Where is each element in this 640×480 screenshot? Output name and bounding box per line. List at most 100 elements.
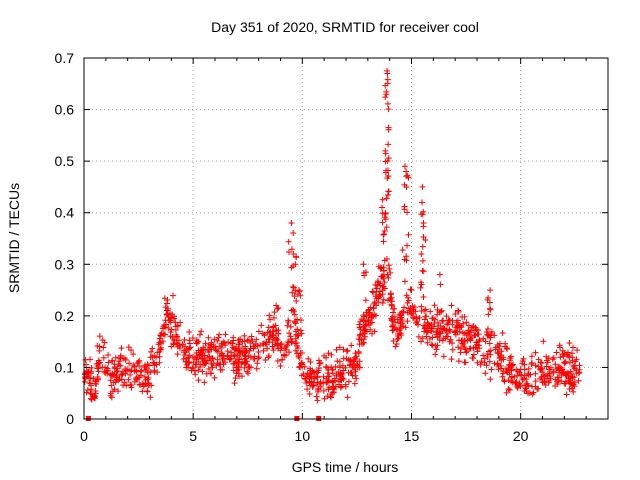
data-point bbox=[544, 359, 551, 366]
data-point bbox=[241, 349, 248, 356]
data-point bbox=[390, 326, 397, 333]
data-point bbox=[418, 338, 425, 345]
data-point bbox=[108, 382, 115, 389]
data-point bbox=[200, 344, 207, 351]
data-point bbox=[81, 378, 88, 385]
data-point bbox=[483, 329, 490, 336]
data-point bbox=[390, 338, 397, 345]
data-point bbox=[384, 192, 391, 199]
data-point bbox=[258, 322, 265, 329]
data-point bbox=[305, 355, 312, 362]
ticks: 0 5 10 15 20 0 0.1 0.2 0.3 0.4 0.5 0.6 0.7 bbox=[55, 50, 608, 444]
data-point bbox=[196, 364, 203, 371]
data-point bbox=[274, 305, 281, 312]
y-tick-label: 0.1 bbox=[55, 359, 75, 375]
data-point bbox=[131, 363, 138, 370]
data-point bbox=[336, 358, 343, 365]
data-point bbox=[247, 354, 254, 361]
data-point bbox=[138, 367, 145, 374]
data-point bbox=[336, 373, 343, 380]
data-point bbox=[94, 342, 101, 349]
data-point bbox=[405, 231, 412, 238]
data-point bbox=[194, 338, 201, 345]
data-point bbox=[139, 388, 146, 395]
data-point bbox=[443, 330, 450, 337]
data-point bbox=[498, 365, 505, 372]
data-point bbox=[563, 371, 570, 378]
data-point bbox=[353, 375, 360, 382]
data-point bbox=[532, 362, 539, 369]
data-point bbox=[404, 209, 411, 216]
data-point bbox=[84, 369, 91, 376]
data-point bbox=[102, 364, 109, 371]
data-point bbox=[404, 309, 411, 316]
data-point bbox=[485, 294, 492, 301]
data-point bbox=[382, 94, 389, 101]
data-point bbox=[532, 378, 539, 385]
data-point bbox=[186, 329, 193, 336]
data-point bbox=[199, 346, 206, 353]
data-point bbox=[230, 367, 237, 374]
data-point bbox=[476, 336, 483, 343]
data-point bbox=[424, 325, 431, 332]
data-point bbox=[563, 351, 570, 358]
data-point bbox=[417, 279, 424, 286]
data-point bbox=[415, 333, 422, 340]
data-point bbox=[382, 150, 389, 157]
data-point bbox=[419, 257, 426, 264]
data-point bbox=[130, 351, 137, 358]
data-point bbox=[320, 387, 327, 394]
data-point bbox=[434, 319, 441, 326]
data-point bbox=[571, 362, 578, 369]
data-point bbox=[394, 331, 401, 338]
data-point bbox=[474, 348, 481, 355]
data-point bbox=[486, 358, 493, 365]
data-point bbox=[254, 360, 261, 367]
data-point bbox=[487, 376, 494, 383]
data-point bbox=[403, 253, 410, 260]
data-point bbox=[205, 366, 212, 373]
data-point bbox=[494, 349, 501, 356]
data-point bbox=[438, 308, 445, 315]
data-point bbox=[261, 331, 268, 338]
data-point bbox=[113, 373, 120, 380]
data-point bbox=[506, 357, 513, 364]
data-point bbox=[289, 289, 296, 296]
data-point bbox=[298, 330, 305, 337]
data-point bbox=[293, 298, 300, 305]
data-point bbox=[141, 373, 148, 380]
data-point bbox=[515, 382, 522, 389]
data-point bbox=[528, 359, 535, 366]
data-point bbox=[357, 331, 364, 338]
data-point bbox=[465, 322, 472, 329]
data-point bbox=[307, 382, 314, 389]
data-point bbox=[303, 375, 310, 382]
data-point bbox=[231, 360, 238, 367]
data-point bbox=[353, 353, 360, 360]
data-point bbox=[104, 367, 111, 374]
data-point bbox=[446, 338, 453, 345]
data-point bbox=[130, 362, 137, 369]
data-point bbox=[495, 366, 502, 373]
data-point bbox=[250, 343, 257, 350]
data-point bbox=[380, 296, 387, 303]
data-point bbox=[539, 375, 546, 382]
data-point bbox=[537, 366, 544, 373]
data-point bbox=[413, 315, 420, 322]
data-point bbox=[89, 393, 96, 400]
data-point bbox=[323, 354, 330, 361]
data-point bbox=[132, 367, 139, 374]
data-point bbox=[83, 389, 90, 396]
data-point bbox=[471, 332, 478, 339]
data-point bbox=[222, 342, 229, 349]
data-point bbox=[321, 395, 328, 402]
data-point bbox=[265, 354, 272, 361]
data-point bbox=[550, 354, 557, 361]
data-point bbox=[225, 339, 232, 346]
data-point bbox=[397, 312, 404, 319]
data-point bbox=[381, 279, 388, 286]
data-point bbox=[407, 286, 414, 293]
data-point bbox=[422, 313, 429, 320]
data-point bbox=[211, 374, 218, 381]
data-point bbox=[433, 346, 440, 353]
